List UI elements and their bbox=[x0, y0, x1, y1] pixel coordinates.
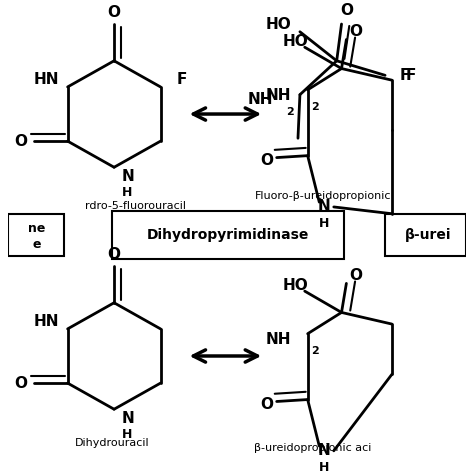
Text: F: F bbox=[406, 68, 416, 83]
Text: F: F bbox=[399, 68, 410, 83]
Text: O: O bbox=[108, 5, 120, 20]
Text: β-urei: β-urei bbox=[404, 228, 451, 242]
Text: NH: NH bbox=[266, 88, 291, 103]
Text: rdro-5-fluorouracil: rdro-5-fluorouracil bbox=[85, 201, 186, 211]
Text: e: e bbox=[32, 238, 41, 251]
Text: Fluoro-β-ureidopropionic: Fluoro-β-ureidopropionic bbox=[255, 191, 391, 201]
Text: 2: 2 bbox=[311, 102, 319, 112]
Text: N: N bbox=[122, 169, 135, 184]
Text: H: H bbox=[122, 428, 132, 441]
Text: HO: HO bbox=[282, 278, 308, 293]
Text: ne: ne bbox=[28, 222, 46, 235]
Text: O: O bbox=[108, 247, 120, 262]
Text: N: N bbox=[318, 200, 330, 214]
Bar bbox=[8, 214, 64, 256]
Text: 2: 2 bbox=[286, 107, 294, 117]
Bar bbox=[385, 214, 466, 256]
Bar bbox=[112, 211, 345, 259]
Text: Dihydropyrimidinase: Dihydropyrimidinase bbox=[147, 228, 310, 242]
Text: N: N bbox=[318, 443, 330, 458]
Text: O: O bbox=[261, 397, 273, 412]
Text: O: O bbox=[349, 24, 363, 39]
Text: F: F bbox=[177, 72, 187, 87]
Text: O: O bbox=[15, 375, 27, 391]
Text: HN: HN bbox=[34, 314, 59, 328]
Text: HN: HN bbox=[34, 72, 59, 87]
Text: HO: HO bbox=[282, 34, 308, 49]
Text: 2: 2 bbox=[311, 346, 319, 356]
Text: Dihydrouracil: Dihydrouracil bbox=[75, 438, 150, 448]
Text: H: H bbox=[319, 461, 329, 474]
Text: β-ureidopropionic aci: β-ureidopropionic aci bbox=[255, 443, 372, 453]
Text: O: O bbox=[349, 268, 363, 283]
Text: NH: NH bbox=[247, 92, 273, 107]
Text: H: H bbox=[122, 186, 132, 199]
Text: HO: HO bbox=[266, 17, 292, 32]
Text: O: O bbox=[340, 3, 353, 18]
Text: NH: NH bbox=[266, 332, 291, 347]
Text: O: O bbox=[15, 134, 27, 149]
Text: H: H bbox=[319, 217, 329, 230]
Text: N: N bbox=[122, 411, 135, 427]
Text: O: O bbox=[261, 153, 273, 168]
